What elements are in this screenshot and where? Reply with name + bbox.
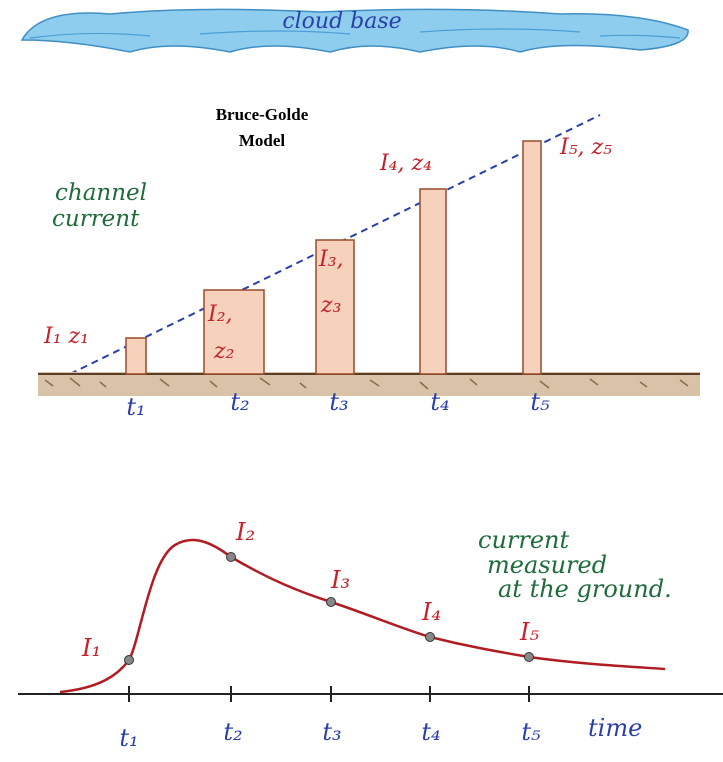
channel-bar-2: [203, 289, 265, 375]
diagram-title-line2: Model: [239, 131, 286, 150]
top-time-label-4: t₄: [430, 388, 449, 416]
time-axis-label: time: [588, 714, 642, 742]
ground-fill: [38, 372, 700, 396]
caption-line1: current: [478, 526, 570, 554]
top-time-label-5: t₅: [530, 388, 550, 416]
cloud-shape: [20, 8, 689, 53]
waveform-points: [124, 552, 534, 665]
bottom-time-label-5: t₅: [521, 718, 541, 746]
point-label-1: I₁: [81, 634, 101, 662]
diagram-title-line1: Bruce-Golde: [216, 105, 309, 124]
channel-bar-5: [522, 140, 542, 375]
point-label-4: I₄: [421, 598, 441, 626]
cloud-base: cloud base: [20, 8, 689, 53]
bar-label-5: I₅, z₅: [559, 135, 612, 160]
cloud-texture: [29, 28, 681, 39]
point-label-5: I₅: [519, 618, 539, 646]
bar-label-2-line1: I₂,: [207, 302, 233, 327]
channel-bar-3: [315, 239, 355, 375]
channel-current-label-line2: current: [52, 206, 140, 232]
waveform-point-3: [326, 597, 336, 607]
point-label-3: I₃: [330, 566, 350, 594]
waveform-point-1: [124, 655, 134, 665]
waveform-point-4: [425, 632, 435, 642]
point-label-2: I₂: [235, 518, 255, 546]
cloud-base-label: cloud base: [282, 9, 401, 34]
bottom-time-label-3: t₃: [322, 718, 341, 746]
top-time-label-1: t₁: [126, 393, 145, 421]
channel-current-label-line1: channel: [55, 180, 147, 206]
top-time-label-3: t₃: [329, 388, 348, 416]
bar-label-3-line2: z₃: [320, 293, 341, 318]
waveform-point-5: [524, 652, 534, 662]
bar-label-2-line2: z₂: [213, 339, 234, 364]
bar-label-4: I₄, z₄: [379, 151, 432, 176]
channel-bar-1: [125, 337, 147, 375]
bar-label-3-line1: I₃,: [318, 247, 344, 272]
channel-bars: [125, 140, 542, 375]
time-axis-ticks: [128, 686, 530, 702]
bottom-time-label-2: t₂: [223, 718, 242, 746]
bottom-time-label-1: t₁: [119, 724, 138, 752]
ground-texture: [44, 377, 689, 390]
caption-line2: measured: [487, 551, 607, 579]
channel-bar-4: [419, 188, 447, 375]
bar-label-1: I₁ z₁: [43, 324, 89, 349]
caption-line3: at the ground.: [498, 575, 672, 603]
waveform-point-2: [226, 552, 236, 562]
ground: [38, 372, 700, 396]
top-time-label-2: t₂: [230, 388, 249, 416]
bottom-time-label-4: t₄: [421, 718, 440, 746]
